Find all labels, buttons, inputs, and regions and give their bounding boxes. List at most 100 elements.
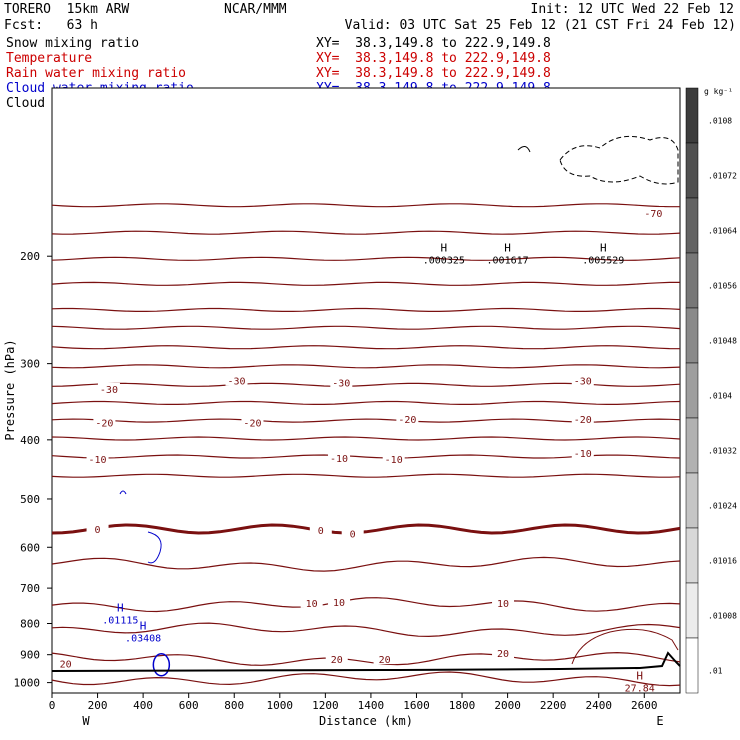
legend-xy: XY= 38.3,149.8 to 222.9,149.8 bbox=[316, 36, 551, 51]
ground-line bbox=[51, 651, 681, 672]
legend-label: Snow mixing ratio bbox=[6, 36, 140, 51]
max-marker: H bbox=[441, 242, 448, 255]
label-backing bbox=[341, 527, 364, 539]
contour-label: 0 bbox=[95, 525, 101, 536]
isotherm--55 bbox=[51, 281, 680, 286]
colorbar-step bbox=[685, 417, 699, 474]
west-label: W bbox=[82, 714, 90, 728]
max-value: .03408 bbox=[125, 634, 161, 645]
legend-label: Rain water mixing ratio bbox=[6, 66, 187, 81]
colorbar-step bbox=[685, 582, 699, 639]
label-backing bbox=[93, 416, 116, 428]
org-label: NCAR/MMM bbox=[224, 2, 287, 17]
contour-label: 20 bbox=[497, 649, 509, 660]
legend-label: Temperature bbox=[6, 51, 93, 66]
isotherm-5 bbox=[51, 556, 681, 572]
colorbar-label: .01024 bbox=[708, 502, 737, 511]
max-value: .001617 bbox=[487, 256, 529, 267]
contour-label: 20 bbox=[379, 655, 391, 666]
colorbar-step bbox=[685, 472, 699, 529]
colorbar-label: .01008 bbox=[708, 612, 737, 621]
legend-xy: XY= 38.3,149.8 to 222.9,149.8 bbox=[316, 66, 551, 81]
colorbar-step bbox=[685, 362, 699, 419]
label-backing bbox=[330, 376, 353, 388]
label-backing bbox=[241, 416, 264, 428]
colorbar-label: .0104 bbox=[708, 392, 732, 401]
label-backing bbox=[54, 657, 77, 669]
colorbar-label: .01032 bbox=[708, 447, 737, 456]
y-tick-label: 500 bbox=[20, 493, 40, 506]
isotherm--5 bbox=[51, 473, 681, 478]
label-backing bbox=[300, 596, 323, 608]
label-backing bbox=[309, 523, 332, 535]
contour-label: -20 bbox=[574, 415, 592, 426]
x-axis-title: Distance (km) bbox=[319, 714, 413, 728]
contour-label: 10 bbox=[306, 599, 318, 610]
label-backing bbox=[396, 413, 419, 425]
cloud-water-contour bbox=[147, 531, 162, 564]
colorbar-step bbox=[685, 252, 699, 309]
x-tick-label: 2400 bbox=[585, 699, 612, 712]
colorbar-step bbox=[685, 142, 699, 199]
x-tick-label: 800 bbox=[224, 699, 244, 712]
max-marker: H bbox=[117, 601, 124, 614]
x-tick-label: 1600 bbox=[403, 699, 430, 712]
isotherm--45 bbox=[51, 325, 681, 330]
colorbar-label: .0108 bbox=[708, 117, 732, 126]
contour-label: -10 bbox=[330, 454, 348, 465]
contour-label: -20 bbox=[95, 419, 113, 430]
isotherm--50 bbox=[51, 307, 681, 312]
x-tick-label: 1800 bbox=[449, 699, 476, 712]
y-axis: 200 300 400 500 600 700 800 900 1000 Pressure (hP… bbox=[3, 250, 52, 690]
snow-contour-small bbox=[517, 146, 531, 153]
y-axis-title: Pressure (hPa) bbox=[3, 339, 17, 440]
isotherm--15 bbox=[51, 436, 681, 441]
isotherm--60 bbox=[51, 256, 681, 261]
colorbar-step bbox=[685, 197, 699, 254]
isotherm-10 bbox=[51, 597, 681, 613]
y-tick-label: 300 bbox=[20, 358, 40, 371]
max-marker: H bbox=[140, 620, 147, 633]
y-tick-label: 200 bbox=[20, 250, 40, 263]
label-backing bbox=[86, 453, 109, 465]
contour-label: -20 bbox=[243, 419, 261, 430]
isotherm--25 bbox=[51, 400, 681, 405]
contour-label: 0 bbox=[350, 530, 356, 541]
contour-label: -70 bbox=[644, 209, 662, 220]
terrain-line bbox=[51, 651, 681, 672]
y-tick-label: 700 bbox=[20, 582, 40, 595]
contour-labels: -70 -30 -30 -30 -30 -20 -20 -20 -20 -10 -10 -10 -10 0… bbox=[54, 207, 665, 670]
contour-label: 0 bbox=[318, 526, 324, 537]
label-backing bbox=[382, 453, 405, 465]
contour-label: 20 bbox=[331, 655, 343, 666]
snow-contour bbox=[559, 135, 679, 185]
contour-label: -10 bbox=[385, 455, 403, 466]
label-backing bbox=[571, 374, 594, 386]
colorbar-label: .01 bbox=[708, 667, 723, 676]
label-backing bbox=[571, 413, 594, 425]
label-backing bbox=[373, 653, 396, 665]
label-backing bbox=[571, 446, 594, 458]
east-label: E bbox=[656, 714, 663, 728]
y-tick-label: 400 bbox=[20, 434, 40, 447]
x-axis: 0 200 400 600 800 1000 1200 1400 1600 1800 2000 220… bbox=[49, 693, 664, 728]
contour-label: -30 bbox=[227, 377, 245, 388]
colorbar-label: .01048 bbox=[708, 337, 737, 346]
max-value: .005529 bbox=[582, 256, 624, 267]
isotherm--40 bbox=[51, 345, 681, 350]
isotherm-0 bbox=[51, 523, 681, 535]
isotherm--70 bbox=[51, 203, 680, 208]
colorbar-unit: g kg⁻¹ bbox=[704, 87, 733, 96]
colorbar-step bbox=[685, 637, 699, 694]
valid-time: Valid: 03 UTC Sat 25 Feb 12 (21 CST Fri … bbox=[344, 18, 736, 33]
x-tick-label: 1200 bbox=[312, 699, 339, 712]
x-tick-label: 1400 bbox=[358, 699, 385, 712]
colorbar-step bbox=[685, 527, 699, 584]
x-tick-label: 2200 bbox=[540, 699, 567, 712]
label-backing bbox=[642, 207, 665, 219]
label-backing bbox=[492, 647, 515, 659]
colorbar-step bbox=[685, 307, 699, 364]
x-tick-label: 2000 bbox=[494, 699, 521, 712]
contour-label: -10 bbox=[574, 449, 592, 460]
